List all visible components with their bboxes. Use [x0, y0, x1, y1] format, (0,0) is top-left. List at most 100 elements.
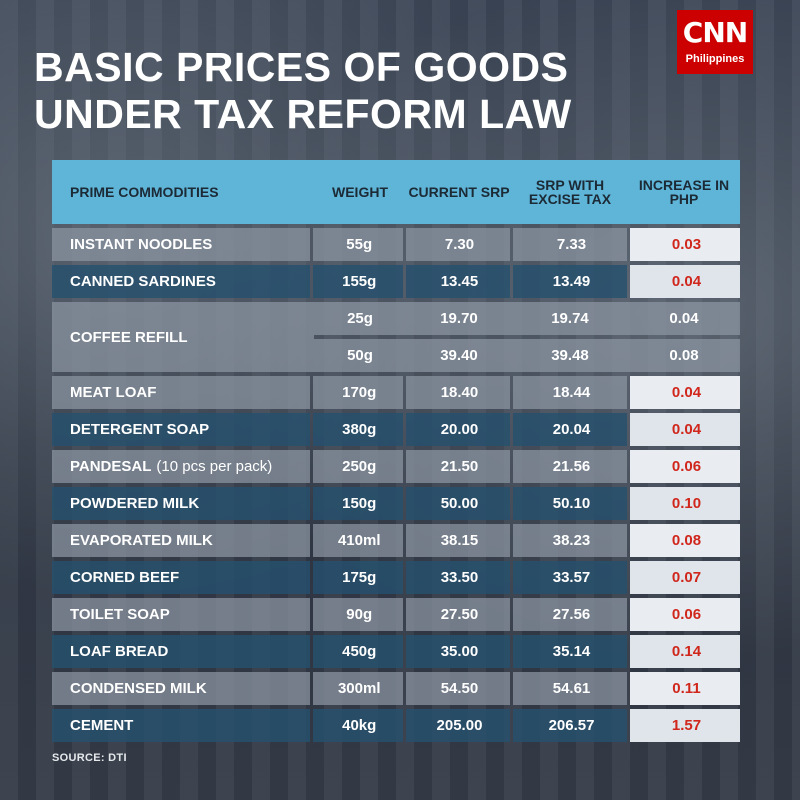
current-srp-cell: 39.40	[406, 339, 512, 372]
table-row: CEMENT 40kg 205.00 206.57 1.57	[52, 709, 740, 742]
table-row-coffee-refill: COFFEE REFILL 25g 19.70 19.74 0.04 50g 3…	[52, 302, 740, 372]
weight-cell: 300ml	[312, 672, 403, 705]
increase-cell: 0.07	[629, 561, 740, 594]
page-title: BASIC PRICES OF GOODS UNDER TAX REFORM L…	[34, 44, 572, 138]
header-increase: INCREASE IN PHP	[638, 177, 730, 207]
weight-cell: 175g	[312, 561, 403, 594]
title-line-1: BASIC PRICES OF GOODS	[34, 44, 569, 90]
logo-subtitle: Philippines	[685, 53, 745, 65]
table-row: MEAT LOAF 170g 18.40 18.44 0.04	[52, 376, 740, 409]
srp-excise-cell: 54.61	[513, 672, 627, 705]
table-row: DETERGENT SOAP 380g 20.00 20.04 0.04	[52, 413, 740, 446]
weight-cell: 170g	[312, 376, 403, 409]
logo-mark: CNN	[682, 16, 748, 49]
increase-cell: 0.08	[629, 524, 740, 557]
table-body: INSTANT NOODLES 55g 7.30 7.33 0.03 CANNE…	[52, 228, 740, 742]
weight-cell: 155g	[312, 265, 403, 298]
commodity-name: POWDERED MILK	[52, 487, 310, 520]
srp-excise-cell: 33.57	[513, 561, 627, 594]
current-srp-cell: 18.40	[405, 376, 511, 409]
title-line-2: UNDER TAX REFORM LAW	[34, 91, 572, 137]
header-srp-excise: SRP WITH EXCISE TAX	[528, 177, 612, 207]
current-srp-cell: 50.00	[405, 487, 511, 520]
current-srp-cell: 35.00	[405, 635, 511, 668]
weight-cell: 150g	[312, 487, 403, 520]
commodity-name: CEMENT	[52, 709, 310, 742]
increase-cell: 0.06	[629, 450, 740, 483]
header-commodity: PRIME COMMODITIES	[70, 184, 219, 200]
header-current-srp: CURRENT SRP	[408, 184, 510, 200]
current-srp-cell: 20.00	[405, 413, 511, 446]
srp-excise-cell: 13.49	[513, 265, 627, 298]
current-srp-cell: 19.70	[406, 302, 512, 335]
srp-excise-cell: 7.33	[513, 228, 627, 261]
increase-cell: 0.03	[629, 228, 740, 261]
current-srp-cell: 33.50	[405, 561, 511, 594]
srp-excise-cell: 18.44	[513, 376, 627, 409]
current-srp-cell: 205.00	[405, 709, 511, 742]
table-row: POWDERED MILK 150g 50.00 50.10 0.10	[52, 487, 740, 520]
current-srp-cell: 21.50	[405, 450, 511, 483]
increase-cell: 0.08	[628, 339, 740, 372]
weight-cell: 50g	[314, 339, 406, 372]
increase-cell: 0.04	[628, 302, 740, 335]
coffee-variant-row: 25g 19.70 19.74 0.04	[314, 302, 740, 335]
weight-cell: 410ml	[312, 524, 403, 557]
weight-cell: 250g	[312, 450, 403, 483]
srp-excise-cell: 206.57	[513, 709, 627, 742]
increase-cell: 0.06	[629, 598, 740, 631]
table-header: PRIME COMMODITIES WEIGHT CURRENT SRP SRP…	[52, 160, 740, 224]
current-srp-cell: 38.15	[405, 524, 511, 557]
table-row: CANNED SARDINES 155g 13.45 13.49 0.04	[52, 265, 740, 298]
coffee-variant-row: 50g 39.40 39.48 0.08	[314, 339, 740, 372]
srp-excise-cell: 21.56	[513, 450, 627, 483]
weight-cell: 380g	[312, 413, 403, 446]
table-row: LOAF BREAD 450g 35.00 35.14 0.14	[52, 635, 740, 668]
increase-cell: 1.57	[629, 709, 740, 742]
srp-excise-cell: 27.56	[513, 598, 627, 631]
current-srp-cell: 7.30	[405, 228, 511, 261]
commodity-name: COFFEE REFILL	[52, 302, 314, 372]
weight-cell: 90g	[312, 598, 403, 631]
header-weight: WEIGHT	[332, 184, 388, 200]
increase-cell: 0.10	[629, 487, 740, 520]
srp-excise-cell: 20.04	[513, 413, 627, 446]
increase-cell: 0.04	[629, 265, 740, 298]
commodity-name-with-note: PANDESAL (10 pcs per pack)	[52, 450, 310, 483]
cnn-philippines-logo: CNN Philippines	[677, 10, 753, 74]
srp-excise-cell: 50.10	[513, 487, 627, 520]
commodity-name: TOILET SOAP	[52, 598, 310, 631]
commodity-name: CANNED SARDINES	[52, 265, 310, 298]
commodity-name: EVAPORATED MILK	[52, 524, 310, 557]
table-row: PANDESAL (10 pcs per pack) 250g 21.50 21…	[52, 450, 740, 483]
coffee-variants: 25g 19.70 19.74 0.04 50g 39.40 39.48 0.0…	[314, 302, 740, 372]
commodity-name: CORNED BEEF	[52, 561, 310, 594]
commodity-name: PANDESAL	[70, 458, 152, 475]
increase-cell: 0.14	[629, 635, 740, 668]
increase-cell: 0.04	[629, 413, 740, 446]
price-table: PRIME COMMODITIES WEIGHT CURRENT SRP SRP…	[52, 160, 740, 746]
srp-excise-cell: 38.23	[513, 524, 627, 557]
srp-excise-cell: 19.74	[512, 302, 628, 335]
commodity-note: (10 pcs per pack)	[156, 458, 273, 475]
weight-cell: 40kg	[312, 709, 403, 742]
commodity-name: CONDENSED MILK	[52, 672, 310, 705]
weight-cell: 55g	[312, 228, 403, 261]
table-row: CORNED BEEF 175g 33.50 33.57 0.07	[52, 561, 740, 594]
source-note: SOURCE: DTI	[52, 752, 127, 764]
table-row: TOILET SOAP 90g 27.50 27.56 0.06	[52, 598, 740, 631]
table-row: EVAPORATED MILK 410ml 38.15 38.23 0.08	[52, 524, 740, 557]
current-srp-cell: 13.45	[405, 265, 511, 298]
increase-cell: 0.11	[629, 672, 740, 705]
table-row: CONDENSED MILK 300ml 54.50 54.61 0.11	[52, 672, 740, 705]
commodity-name: DETERGENT SOAP	[52, 413, 310, 446]
current-srp-cell: 27.50	[405, 598, 511, 631]
increase-cell: 0.04	[629, 376, 740, 409]
srp-excise-cell: 39.48	[512, 339, 628, 372]
weight-cell: 25g	[314, 302, 406, 335]
commodity-name: LOAF BREAD	[52, 635, 310, 668]
commodity-name: MEAT LOAF	[52, 376, 310, 409]
weight-cell: 450g	[312, 635, 403, 668]
srp-excise-cell: 35.14	[513, 635, 627, 668]
current-srp-cell: 54.50	[405, 672, 511, 705]
